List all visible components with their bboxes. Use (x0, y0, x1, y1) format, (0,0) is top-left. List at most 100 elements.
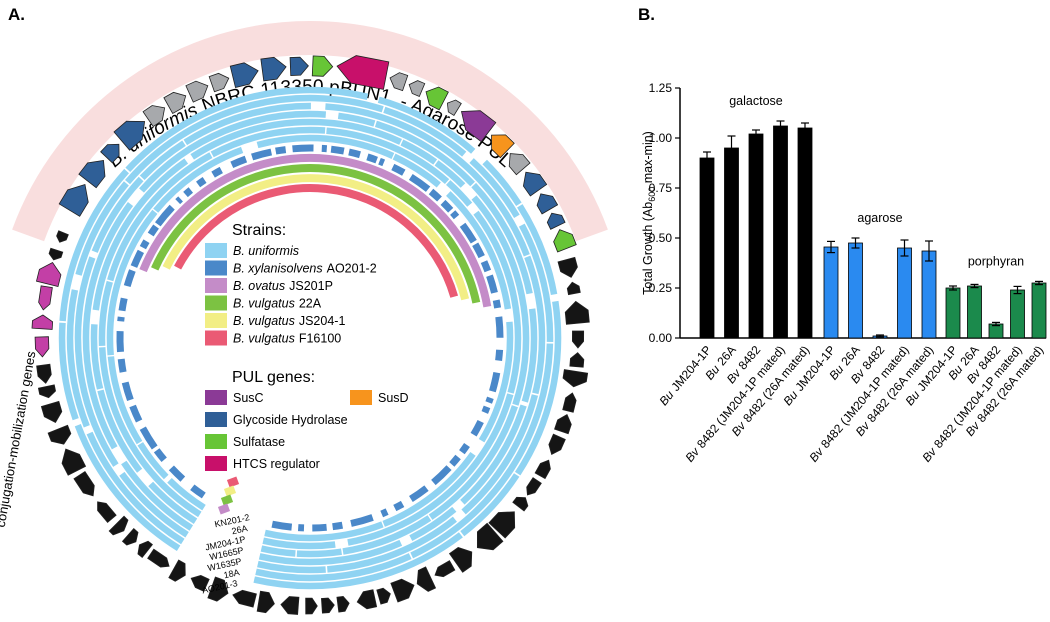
gene-arrow (569, 352, 585, 368)
genome-ring (253, 532, 463, 590)
x-tick-name: 26A (714, 343, 738, 368)
gene-arrow (260, 56, 287, 82)
genome-ring (337, 112, 376, 127)
gene-arrow (38, 285, 53, 311)
genome-ring (255, 553, 412, 582)
bar (724, 147, 739, 339)
genome-ring (148, 481, 198, 524)
gene-arrow (408, 80, 426, 97)
genome-ring (472, 242, 485, 259)
genome-ring (440, 199, 454, 213)
genome-ring (428, 405, 518, 520)
bar (848, 242, 863, 339)
genome-ring (517, 204, 558, 295)
genome-ring (230, 155, 248, 168)
legend-swatch (205, 278, 227, 293)
gene-arrow (425, 86, 449, 111)
gene-arrow (389, 72, 409, 92)
panel-label: B. (638, 5, 655, 24)
legend-swatch (205, 390, 227, 405)
ring-key (226, 476, 240, 488)
legend-species: B. vulgatus (233, 332, 295, 346)
genome-ring (410, 343, 554, 559)
gene-arrow (476, 522, 504, 551)
genome-ring (154, 204, 175, 227)
genome-ring (66, 289, 90, 428)
genome-ring (168, 465, 186, 482)
legend-label: B. ovatus JS201P (233, 279, 333, 293)
genome-ring (275, 146, 287, 155)
genome-ring (151, 164, 481, 304)
legend-strain: JS201P (289, 279, 333, 293)
gene-arrow (548, 433, 566, 455)
gene-arrow (137, 540, 153, 558)
gene-arrow (546, 212, 566, 230)
y-tick-label: 0.25 (649, 281, 673, 295)
genome-ring (162, 174, 470, 301)
gene-arrow (229, 62, 259, 89)
genome-ring (59, 168, 130, 322)
x-tick-prefix: Bu (656, 388, 676, 408)
genome-ring (292, 144, 314, 153)
legend-label: B. vulgatus F16100 (233, 332, 341, 346)
genome-ring (190, 118, 402, 160)
genome-ring (391, 163, 406, 176)
genome-ring (118, 297, 128, 312)
genome-ring (480, 260, 492, 273)
gene-arrow (185, 80, 209, 103)
y-axis-label: Total Growth (Ab600 max-min) (641, 131, 657, 295)
gene-arrow (557, 256, 578, 278)
genome-ring (153, 448, 167, 463)
y-axis-label-end: max-min) (641, 131, 655, 187)
genome-ring (139, 110, 327, 193)
genome-ring (147, 224, 159, 237)
ring-key (217, 503, 231, 515)
gene-arrow (311, 55, 334, 77)
gene-arrow (142, 105, 166, 128)
gene-arrow (47, 424, 72, 445)
gene-arrow (390, 578, 415, 603)
genome-ring (251, 148, 273, 161)
genome-ring (393, 500, 405, 512)
bar (699, 157, 715, 339)
genome-ring (211, 166, 223, 178)
genome-ring (514, 300, 562, 476)
genome-ring (409, 506, 457, 542)
genome-ring (75, 181, 129, 276)
gene-arrow (37, 384, 56, 399)
genome-ring (123, 269, 136, 288)
legend-label: SusD (378, 391, 409, 405)
gene-arrow (61, 448, 87, 476)
y-tick-label: 0.75 (649, 181, 673, 195)
legend-label: B. xylanisolvens AO201-2 (233, 262, 377, 276)
gene-arrow (522, 171, 548, 197)
genome-ring (460, 404, 527, 505)
genome-ring (347, 393, 514, 546)
genome-ring (449, 454, 461, 467)
legend-label: SusC (233, 391, 264, 405)
legend-swatch (205, 330, 227, 346)
genome-ring (74, 256, 119, 467)
genome-ring (196, 176, 207, 188)
genome-ring (482, 159, 522, 207)
genome-ring (97, 389, 143, 473)
bar (1031, 282, 1047, 339)
legend-species: B. ovatus (233, 279, 285, 293)
x-tick-prefix: Bu (902, 388, 922, 408)
bar (1010, 289, 1025, 339)
genome-ring (446, 191, 512, 310)
genome-ring (380, 508, 389, 518)
gene-arrow (336, 55, 390, 90)
gene-arrow (56, 230, 69, 243)
gene-arrow (320, 597, 335, 614)
genome-ring (431, 465, 452, 486)
gene-arrow (562, 392, 577, 413)
gene-arrow (40, 400, 63, 423)
genome-ring (107, 152, 213, 282)
genome-ring (174, 184, 459, 298)
genome-ring (495, 349, 504, 362)
genome-ring (183, 187, 194, 198)
legend-strain: AO201-2 (327, 262, 377, 276)
bar (773, 125, 788, 339)
